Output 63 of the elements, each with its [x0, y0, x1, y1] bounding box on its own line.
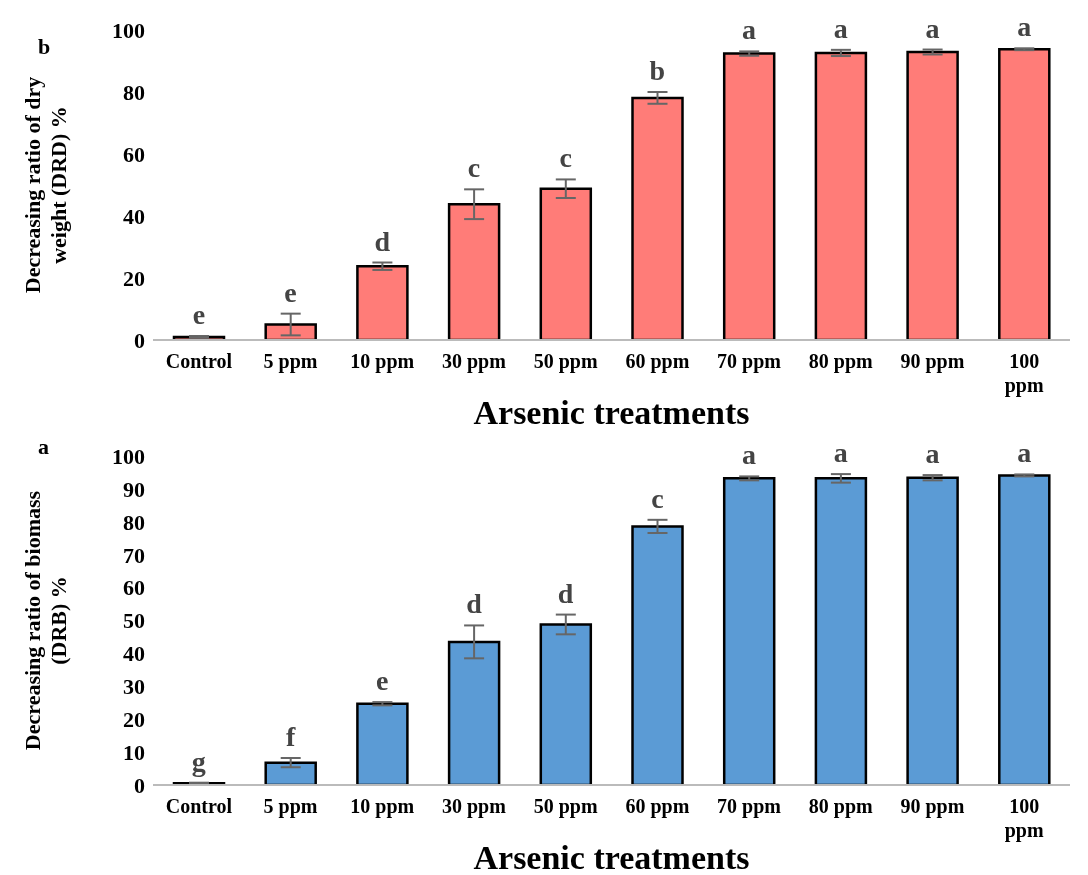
x-tick-label: 60 ppm: [625, 350, 690, 373]
x-tick-label: 90 ppm: [900, 350, 965, 373]
x-axis-title: Arsenic treatments: [473, 394, 750, 431]
annotation: e: [376, 665, 389, 697]
annotation: a: [833, 437, 848, 469]
annotation: a: [1017, 437, 1032, 469]
x-axis-title: Arsenic treatments: [473, 839, 750, 875]
annotation: a: [742, 439, 757, 471]
annotation: a: [925, 12, 940, 44]
annotation: c: [651, 482, 664, 514]
y-tick-label: 90: [123, 476, 145, 502]
y-axis-title: Decreasing ratio of biomass (DRB) %: [20, 490, 71, 751]
annotation: a: [1017, 11, 1032, 43]
x-tick-label: 70 ppm: [717, 795, 782, 818]
annotation: e: [284, 276, 297, 308]
text: b: [38, 34, 51, 60]
annotation: d: [466, 588, 483, 620]
annotation: f: [285, 721, 296, 753]
annotation: g: [191, 745, 206, 777]
x-tick-label: 80 ppm: [808, 795, 874, 818]
x-tick-label: 90 ppm: [900, 795, 965, 818]
y-tick-label: 40: [123, 203, 145, 229]
y-tick-label: 0: [134, 772, 145, 798]
x-tick-label: 100 ppm: [1004, 795, 1044, 842]
y-tick-label: 80: [123, 79, 145, 105]
annotation: a: [742, 14, 757, 46]
y-tick-label: 40: [123, 641, 145, 667]
y-tick-label: 70: [123, 542, 145, 568]
y-tick-label: 100: [112, 443, 145, 469]
x-tick-label: 50 ppm: [533, 795, 598, 818]
x-tick-label: 5 ppm: [263, 795, 318, 818]
y-tick-label: 0: [134, 327, 145, 353]
annotation: e: [192, 298, 206, 330]
x-tick-label: 60 ppm: [625, 795, 690, 818]
y-tick-label: 50: [123, 608, 145, 634]
x-tick-label: 80 ppm: [808, 350, 874, 373]
x-tick-label: 30 ppm: [442, 350, 507, 373]
y-tick-label: 20: [123, 265, 145, 291]
annotation: b: [649, 55, 666, 86]
y-tick-label: 80: [123, 509, 145, 535]
y-tick-label: 30: [123, 674, 145, 700]
text: a: [38, 434, 49, 460]
x-tick-label: 100 ppm: [1004, 350, 1044, 397]
x-tick-label: 10 ppm: [350, 350, 415, 373]
x-tick-label: 5 ppm: [263, 350, 318, 373]
annotation: a: [925, 438, 940, 470]
y-tick-label: 20: [123, 707, 145, 733]
y-tick-label: 10: [123, 739, 145, 765]
x-tick-label: 70 ppm: [717, 350, 782, 373]
x-tick-label: Control: [165, 795, 233, 817]
y-tick-label: 100: [112, 17, 145, 43]
x-tick-label: 10 ppm: [350, 795, 415, 818]
x-tick-label: Control: [165, 350, 233, 372]
annotation: d: [374, 225, 391, 257]
annotation: c: [467, 152, 481, 184]
x-tick-label: 30 ppm: [442, 795, 507, 818]
annotation: c: [559, 142, 572, 174]
y-tick-label: 60: [123, 575, 145, 601]
x-tick-label: 50 ppm: [533, 350, 598, 373]
y-axis-title: Decreasing ratio of dry weight (DRD) %: [20, 76, 71, 294]
annotation: d: [557, 577, 574, 609]
annotation: a: [833, 12, 848, 44]
y-tick-label: 60: [123, 141, 145, 167]
